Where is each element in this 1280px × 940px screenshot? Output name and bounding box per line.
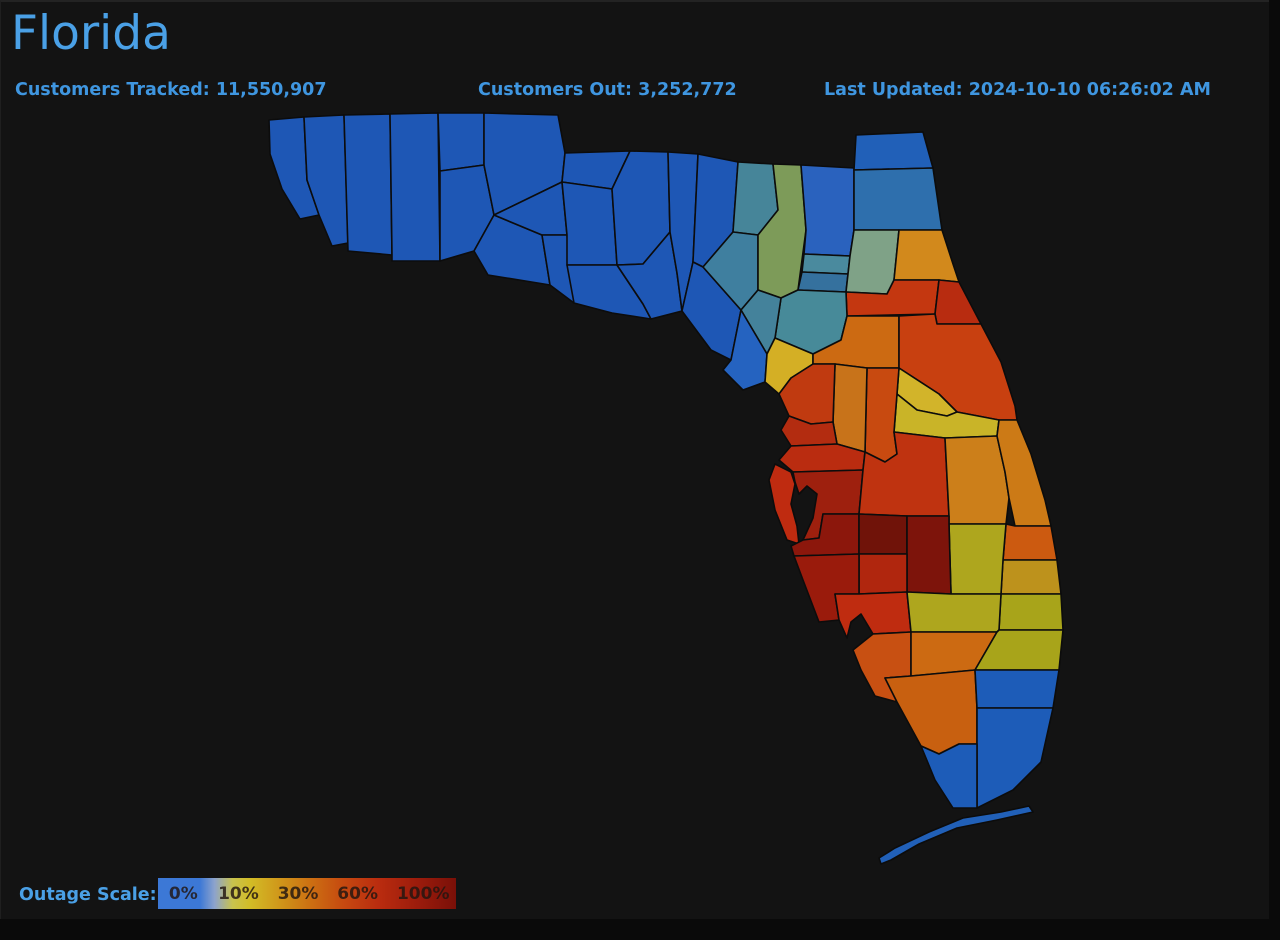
county-hardee[interactable]: [858, 513, 908, 555]
county-broward[interactable]: [974, 669, 1060, 709]
county-brevard[interactable]: [996, 419, 1052, 527]
county-baker[interactable]: [800, 164, 855, 257]
county-charlotte[interactable]: [834, 591, 912, 639]
county-lake[interactable]: [864, 367, 900, 463]
county-nassau[interactable]: [853, 131, 934, 171]
county-miami-dade[interactable]: [976, 707, 1054, 809]
county-palm-beach[interactable]: [974, 629, 1064, 671]
county-highlands[interactable]: [906, 515, 952, 595]
county-duval[interactable]: [853, 167, 943, 231]
map-panel: Florida Customers Tracked: 11,550,907 Cu…: [0, 0, 1269, 919]
legend-label: Outage Scale:: [19, 885, 157, 905]
county-pasco[interactable]: [778, 443, 866, 473]
county-monroe[interactable]: [920, 743, 978, 809]
page-title: Florida: [11, 6, 171, 61]
legend-tick-0: 0%: [168, 883, 198, 904]
county-sumter[interactable]: [832, 363, 868, 453]
county-walton[interactable]: [389, 112, 441, 262]
county-st-johns[interactable]: [893, 229, 960, 283]
legend-tick-60: 60%: [337, 883, 379, 904]
county-indian-river[interactable]: [1002, 523, 1058, 561]
county-liberty[interactable]: [561, 181, 618, 266]
stats-row: Customers Tracked: 11,550,907 Customers …: [1, 80, 1269, 104]
county-collier[interactable]: [884, 669, 978, 755]
county-okaloosa[interactable]: [343, 113, 393, 256]
county-okeechobee[interactable]: [948, 523, 1007, 595]
customers-tracked-stat: Customers Tracked: 11,550,907: [15, 80, 327, 100]
outage-scale-legend: Outage Scale: 0% 10% 30% 60% 100%: [1, 874, 601, 914]
county-florida-keys[interactable]: [878, 805, 1034, 865]
county-desoto[interactable]: [858, 553, 908, 595]
county-st-lucie[interactable]: [1000, 559, 1062, 595]
legend-tick-10: 10%: [218, 883, 259, 904]
county-glades[interactable]: [906, 591, 1002, 633]
legend-tick-30: 30%: [277, 883, 319, 904]
county-pinellas[interactable]: [768, 463, 800, 545]
county-manatee[interactable]: [790, 513, 860, 557]
last-updated-stat: Last Updated: 2024-10-10 06:26:02 AM: [824, 80, 1211, 100]
county-martin[interactable]: [998, 593, 1064, 631]
legend-tick-100: 100%: [396, 883, 450, 904]
county-holmes[interactable]: [437, 112, 485, 172]
county-santa-rosa[interactable]: [303, 114, 349, 247]
county-bradford[interactable]: [797, 271, 849, 293]
legend-gradient-bar: 0% 10% 30% 60% 100%: [158, 878, 456, 909]
county-flagler[interactable]: [934, 279, 982, 325]
customers-out-stat: Customers Out: 3,252,772: [478, 80, 737, 100]
county-union[interactable]: [801, 253, 851, 275]
